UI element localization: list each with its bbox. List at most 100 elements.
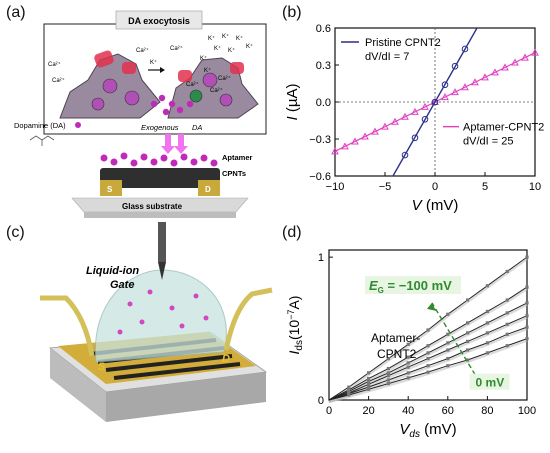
eg-label-bg <box>365 276 461 294</box>
data-point <box>446 348 450 352</box>
data-point <box>525 336 529 341</box>
dopamine-structure <box>29 135 55 146</box>
vesicle <box>189 89 203 103</box>
vesicle <box>219 93 233 107</box>
ion-channel <box>230 62 244 74</box>
data-point <box>446 356 450 361</box>
x-tick-label: 5 <box>482 181 488 193</box>
y-tick-label: 0 <box>318 395 324 407</box>
aptamer-label: Aptamer <box>222 153 253 162</box>
dopamine-label: Dopamine (DA) <box>14 121 66 130</box>
ion-label: K⁺ <box>204 67 211 74</box>
dopamine-dot <box>150 100 158 108</box>
panel-label-d: (d) <box>282 224 302 241</box>
data-point <box>466 331 470 335</box>
arrow-head <box>160 67 165 73</box>
data-point <box>406 376 410 380</box>
data-point <box>426 344 430 348</box>
dopamine-dot <box>176 106 184 114</box>
drain-probe <box>223 287 273 351</box>
data-point-pristine <box>451 62 459 70</box>
x-axis-label: Vds (mV) <box>399 421 456 440</box>
dopamine-dot <box>168 100 176 108</box>
data-point <box>426 351 430 355</box>
glass-substrate-edge <box>84 212 236 218</box>
data-point <box>466 339 470 344</box>
y-tick-label: 0.6 <box>316 23 331 35</box>
data-point <box>446 312 450 316</box>
data-point <box>485 321 489 325</box>
panel-d-chart: 0 20 40 60 80 100 0 1 Vds (mV) Ids(10−7A) Aptamer-… <box>286 249 536 440</box>
y-axis-label: I (µA) <box>284 84 301 121</box>
data-point <box>525 255 529 259</box>
data-point-aptamer <box>451 88 459 96</box>
data-point <box>367 382 371 386</box>
x-tick-label: 0 <box>432 181 438 193</box>
sample-label-line2: CPNT2 <box>377 347 417 361</box>
dopamine-dot <box>186 100 194 108</box>
data-point-aptamer <box>331 147 339 155</box>
data-point <box>525 285 529 289</box>
panel-a-schematic: DA exocytosis Ca²⁺ Ca²⁺ Ca²⁺ K⁺ K⁺ K⁺ K⁺… <box>14 10 267 218</box>
data-point-aptamer <box>521 53 529 61</box>
data-point <box>386 366 390 371</box>
ion-label: Ca²⁺ <box>48 61 61 68</box>
dopamine-layer <box>100 152 218 167</box>
data-point <box>406 365 410 369</box>
cpnt-channel <box>100 168 220 188</box>
data-point <box>446 332 450 336</box>
plot-frame <box>328 249 528 401</box>
y-tick-label: −0.6 <box>309 171 331 183</box>
gate-label-line2: Gate <box>110 279 134 291</box>
device-base-front <box>106 372 266 422</box>
data-point <box>406 371 410 375</box>
data-point-aptamer <box>421 102 429 110</box>
ion-label: K⁺ <box>214 45 221 52</box>
ion-label: K⁺ <box>200 55 207 62</box>
data-point-aptamer <box>401 112 409 120</box>
data-point-aptamer <box>501 63 509 71</box>
data-point <box>426 328 430 332</box>
cpnts-label: CPNTs <box>222 169 246 178</box>
data-point-pristine <box>461 45 469 53</box>
ion-label: K⁺ <box>208 35 215 42</box>
source-label: S <box>107 185 113 194</box>
data-point-aptamer <box>511 58 519 66</box>
gate-arrow-head <box>426 302 436 311</box>
series-line-shadow <box>328 339 528 404</box>
vesicle <box>102 78 118 94</box>
panel-label-c: (c) <box>6 224 25 241</box>
data-point <box>367 387 371 391</box>
data-point <box>525 314 529 318</box>
data-point <box>485 351 489 355</box>
data-point <box>505 344 509 348</box>
eg-label: EG = −100 mV <box>369 278 452 295</box>
data-point <box>386 371 390 375</box>
data-point <box>505 269 509 274</box>
ion-label: Ca²⁺ <box>186 81 199 88</box>
panel-a-title: DA exocytosis <box>128 16 190 26</box>
y-tick-label: 1 <box>318 252 324 264</box>
series-line-shadow <box>328 258 528 403</box>
data-point <box>386 378 390 382</box>
vesicle <box>202 72 218 88</box>
data-point <box>446 364 450 368</box>
device-base-left <box>50 348 106 422</box>
exogenous-label: Exogenous <box>141 123 179 132</box>
data-point-aptamer <box>341 142 349 150</box>
data-point <box>386 374 390 378</box>
delivery-arrow <box>178 134 184 146</box>
panel-c-device: Liquid-ion Gate S D <box>40 222 273 422</box>
data-point <box>367 376 371 381</box>
data-point <box>386 356 390 361</box>
dome-particles <box>117 289 209 335</box>
title-box <box>115 10 203 30</box>
dopamine-legend-dot <box>75 122 81 128</box>
ion-label: Ca²⁺ <box>52 77 65 84</box>
data-point <box>505 332 509 336</box>
x-tick-label: 60 <box>442 405 454 417</box>
panel-b-chart: −10 −5 0 5 10 −0.6 −0.3 0.0 0.3 0.6 V (mV) I (µA) Pr… <box>284 23 544 214</box>
data-point-aptamer <box>531 48 539 56</box>
data-point <box>505 322 509 326</box>
source-label: S <box>98 361 106 373</box>
